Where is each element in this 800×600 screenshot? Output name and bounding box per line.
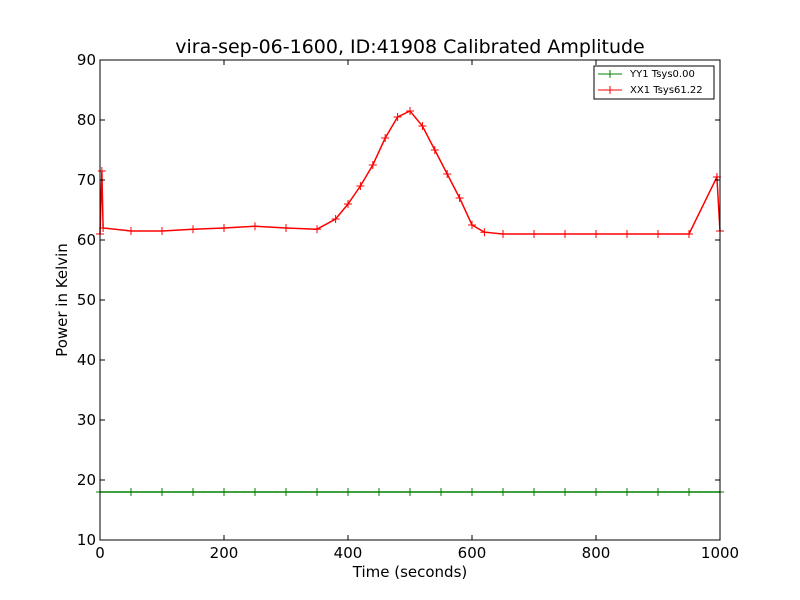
data-point (685, 488, 693, 496)
y-tick-label: 50 (77, 291, 96, 309)
data-point (313, 488, 321, 496)
data-point (282, 488, 290, 496)
data-point (331, 215, 340, 223)
plot-background (100, 60, 720, 540)
plot-area: 0 200 400 600 800 1000 10 20 30 40 50 60 70 80 90 (77, 51, 739, 562)
x-tick-label: 1000 (701, 544, 739, 562)
data-point (406, 488, 414, 496)
data-point (468, 221, 476, 229)
data-point (220, 224, 228, 232)
data-point (158, 227, 166, 235)
data-point (418, 122, 427, 130)
data-point (251, 488, 259, 496)
legend: YY1 Tsys0.00 XX1 Tsys61.22 (593, 65, 715, 100)
data-point (344, 200, 352, 208)
data-point (443, 170, 452, 178)
legend-box (593, 65, 715, 100)
series-layer (96, 107, 724, 496)
data-point (344, 488, 352, 496)
data-point (499, 230, 507, 238)
data-point (530, 488, 538, 496)
data-point (455, 194, 464, 202)
y-tick-label: 40 (77, 351, 96, 369)
data-point (381, 134, 390, 142)
data-point (430, 146, 439, 154)
data-point (406, 107, 414, 115)
data-point (375, 488, 383, 496)
data-point (623, 230, 631, 238)
data-point (220, 488, 228, 496)
legend-marker-xx1 (606, 86, 614, 94)
y-tick-label: 60 (77, 231, 96, 249)
y-tick-label: 70 (77, 171, 96, 189)
data-point (654, 230, 662, 238)
data-point (561, 230, 569, 238)
data-point (561, 488, 569, 496)
x-tick-label: 200 (210, 544, 239, 562)
data-point (282, 224, 290, 232)
y-tick-label: 80 (77, 111, 96, 129)
data-point (97, 167, 106, 175)
data-point (189, 225, 197, 234)
data-point (499, 488, 507, 496)
legend-marker-yy1 (606, 70, 614, 78)
data-point (437, 488, 445, 496)
data-point (393, 113, 402, 121)
series-1 (96, 107, 724, 238)
y-axis-title: Power in Kelvin (53, 243, 71, 357)
data-point (468, 488, 476, 496)
y-tick-label: 30 (77, 411, 96, 429)
data-point (356, 182, 365, 190)
data-point (158, 488, 166, 496)
x-tick-label: 800 (582, 544, 611, 562)
data-point (623, 488, 631, 496)
x-tick-label: 0 (95, 544, 105, 562)
y-tick-label: 20 (77, 471, 96, 489)
x-tick-label: 600 (458, 544, 487, 562)
ticks-layer: 0 200 400 600 800 1000 10 20 30 40 50 60 70 80 90 (77, 51, 739, 562)
chart-title: vira-sep-06-1600, ID:41908 Calibrated Am… (175, 36, 645, 58)
x-axis-title: Time (seconds) (352, 563, 468, 581)
data-point (251, 222, 259, 231)
y-tick-label: 10 (77, 531, 96, 549)
data-point (592, 488, 600, 496)
data-point (127, 227, 135, 235)
data-point (480, 228, 489, 237)
series-line (99, 110, 721, 235)
x-tick-label: 400 (334, 544, 363, 562)
data-point (127, 488, 135, 496)
series-0 (96, 488, 724, 496)
data-point (189, 488, 197, 496)
legend-label-xx1: XX1 Tsys61.22 (630, 85, 703, 96)
data-point (592, 230, 600, 238)
data-point (530, 230, 538, 238)
data-point (368, 161, 377, 169)
legend-label-yy1: YY1 Tsys0.00 (629, 69, 695, 80)
y-tick-label: 90 (77, 51, 96, 69)
data-point (654, 488, 662, 496)
data-point (313, 225, 321, 234)
data-point (685, 230, 693, 238)
